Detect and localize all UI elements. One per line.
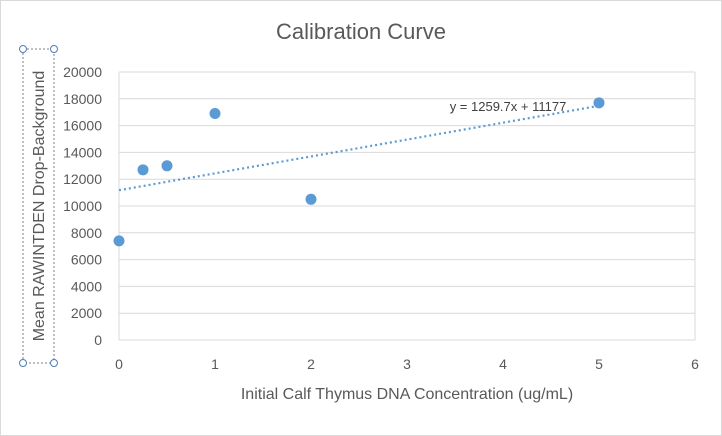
data-point[interactable] <box>161 160 173 172</box>
chart-title[interactable]: Calibration Curve <box>276 19 446 44</box>
y-tick-labels: 0 2000 4000 6000 8000 10000 12000 14000 16000 180… <box>63 64 102 348</box>
data-point[interactable] <box>113 235 125 247</box>
x-tick-labels: 0 1 2 3 4 5 6 <box>115 356 699 372</box>
y-tick-label: 14000 <box>63 144 102 160</box>
x-tick-label: 5 <box>595 356 603 372</box>
resize-handle-top-left[interactable] <box>19 45 27 53</box>
y-tick-label: 4000 <box>71 278 102 294</box>
data-point[interactable] <box>593 97 605 109</box>
data-point[interactable] <box>209 108 221 120</box>
resize-handle-bottom-right[interactable] <box>50 359 58 367</box>
x-tick-label: 3 <box>403 356 411 372</box>
y-tick-label: 18000 <box>63 91 102 107</box>
x-tick-label: 1 <box>211 356 219 372</box>
y-tick-label: 2000 <box>71 305 102 321</box>
x-tick-label: 0 <box>115 356 123 372</box>
y-tick-label: 12000 <box>63 171 102 187</box>
resize-handle-top-right[interactable] <box>50 45 58 53</box>
x-tick-label: 2 <box>307 356 315 372</box>
y-tick-label: 20000 <box>63 64 102 80</box>
y-tick-label: 10000 <box>63 198 102 214</box>
y-tick-label: 16000 <box>63 118 102 134</box>
trendline-equation[interactable]: y = 1259.7x + 11177 <box>450 99 567 114</box>
y-tick-label: 0 <box>94 332 102 348</box>
data-point[interactable] <box>137 164 149 176</box>
data-points <box>113 97 605 247</box>
gridlines <box>118 71 696 341</box>
y-tick-label: 8000 <box>71 225 102 241</box>
resize-handle-bottom-left[interactable] <box>19 359 27 367</box>
data-point[interactable] <box>305 193 317 205</box>
y-tick-label: 6000 <box>71 252 102 268</box>
x-axis-title[interactable]: Initial Calf Thymus DNA Concentration (u… <box>241 386 573 403</box>
x-tick-label: 4 <box>499 356 507 372</box>
linear-trendline[interactable] <box>118 104 600 192</box>
x-tick-label: 6 <box>691 356 699 372</box>
y-axis-title[interactable]: Mean RAWINTDEN Drop-Background <box>31 71 48 342</box>
y-axis-title-selection-box <box>22 48 55 364</box>
